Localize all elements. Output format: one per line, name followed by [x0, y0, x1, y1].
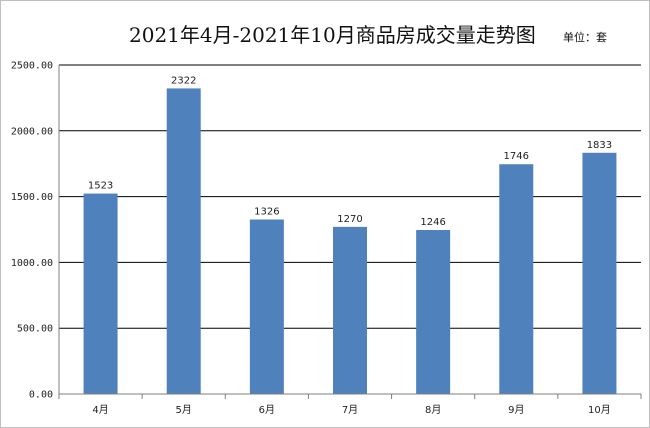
data-label: 1246	[420, 217, 445, 228]
bar	[249, 219, 284, 394]
x-tick-label: 7月	[342, 404, 358, 416]
x-tick-label: 5月	[176, 404, 192, 416]
x-tick-label: 4月	[92, 404, 108, 416]
data-label: 1833	[587, 140, 612, 151]
data-label: 2322	[171, 75, 196, 86]
x-tick-label: 6月	[259, 404, 275, 416]
chart-title: 2021年4月-2021年10月商品房成交量走势图	[129, 23, 536, 47]
data-label: 1523	[88, 181, 113, 192]
unit-label: 单位：套	[563, 31, 607, 44]
axes	[58, 65, 642, 399]
data-label: 1326	[254, 206, 279, 217]
data-labels: 1523 2322 1326 1270 1246 1746 1833	[88, 75, 612, 228]
y-tick-label: 2000.00	[11, 126, 53, 137]
data-label: 1270	[337, 214, 362, 225]
bar	[582, 152, 617, 394]
y-tick-label: 500.00	[17, 324, 53, 335]
y-tick-label: 1500.00	[11, 192, 53, 203]
bar	[499, 164, 534, 394]
y-tick-label: 2500.00	[11, 61, 53, 72]
y-tick-label: 1000.00	[11, 258, 53, 269]
bar	[166, 88, 201, 394]
y-tick-label: 0.00	[29, 390, 53, 401]
x-tick-label: 8月	[425, 404, 441, 416]
x-tick-label: 9月	[508, 404, 524, 416]
y-tick-labels: 0.00 500.00 1000.00 1500.00 2000.00 2500.00	[11, 61, 53, 401]
bar	[416, 230, 451, 394]
x-tick-labels: 4月 5月 6月 7月 8月 9月 10月	[92, 404, 610, 416]
bar	[83, 193, 118, 394]
bar	[333, 226, 367, 394]
data-label: 1746	[504, 151, 529, 162]
x-tick-label: 10月	[588, 404, 611, 416]
bars	[83, 88, 617, 394]
